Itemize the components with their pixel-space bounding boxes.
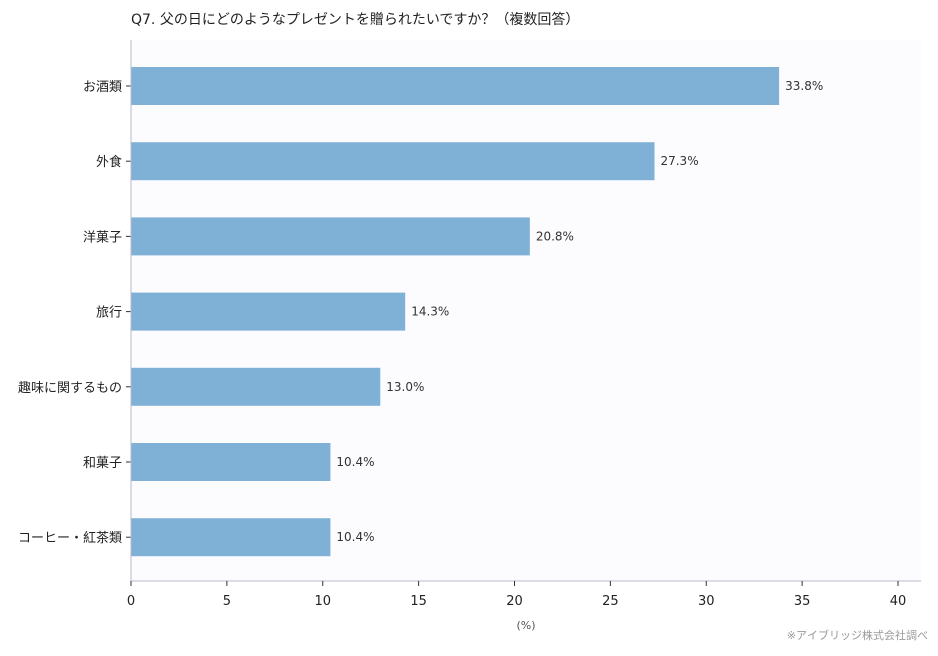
x-tick-label: 35 <box>794 594 811 609</box>
category-label: 和菓子 <box>83 456 122 471</box>
category-label: 外食 <box>96 154 122 170</box>
value-label: 10.4% <box>336 455 374 469</box>
bar <box>131 292 406 331</box>
category-label: 趣味に関するもの <box>18 381 122 396</box>
x-tick-label: 25 <box>602 594 619 609</box>
value-label: 10.4% <box>336 530 374 544</box>
value-label: 13.0% <box>386 380 424 394</box>
source-note: ※アイブリッジ株式会社調べ <box>787 628 928 642</box>
category-label: 洋菓子 <box>83 230 122 245</box>
value-label: 27.3% <box>660 154 698 168</box>
x-axis-label: (%) <box>516 619 535 632</box>
bars <box>131 67 780 557</box>
value-labels: 33.8% 27.3% 20.8% 14.3% 13.0% 10.4% 10.4% <box>336 79 823 544</box>
x-tick-label: 20 <box>506 594 523 609</box>
bar <box>131 217 530 256</box>
category-label: コーヒー・紅茶類 <box>18 530 122 546</box>
category-label: お酒類 <box>83 80 122 95</box>
x-axis-ticks: 0 5 10 15 20 25 30 35 40 <box>127 581 906 609</box>
x-tick-label: 15 <box>410 594 427 609</box>
category-label: 旅行 <box>96 306 122 321</box>
x-tick-label: 5 <box>223 594 231 609</box>
x-tick-label: 10 <box>314 594 331 609</box>
x-tick-label: 30 <box>698 594 715 609</box>
bar <box>131 142 655 181</box>
bar <box>131 67 780 105</box>
x-tick-label: 0 <box>127 594 135 609</box>
bar <box>131 367 381 406</box>
x-tick-label: 40 <box>890 594 907 609</box>
bar <box>131 518 331 557</box>
value-label: 20.8% <box>536 229 574 243</box>
chart-title: Q7. 父の日にどのようなプレゼントを贈られたいですか？（複数回答） <box>131 11 579 28</box>
bar <box>131 443 331 481</box>
value-label: 14.3% <box>411 305 449 319</box>
value-label: 33.8% <box>785 79 823 93</box>
